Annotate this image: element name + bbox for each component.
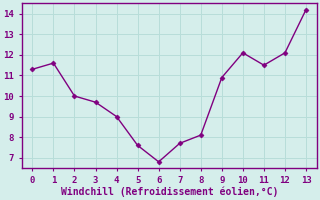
X-axis label: Windchill (Refroidissement éolien,°C): Windchill (Refroidissement éolien,°C) <box>60 186 278 197</box>
